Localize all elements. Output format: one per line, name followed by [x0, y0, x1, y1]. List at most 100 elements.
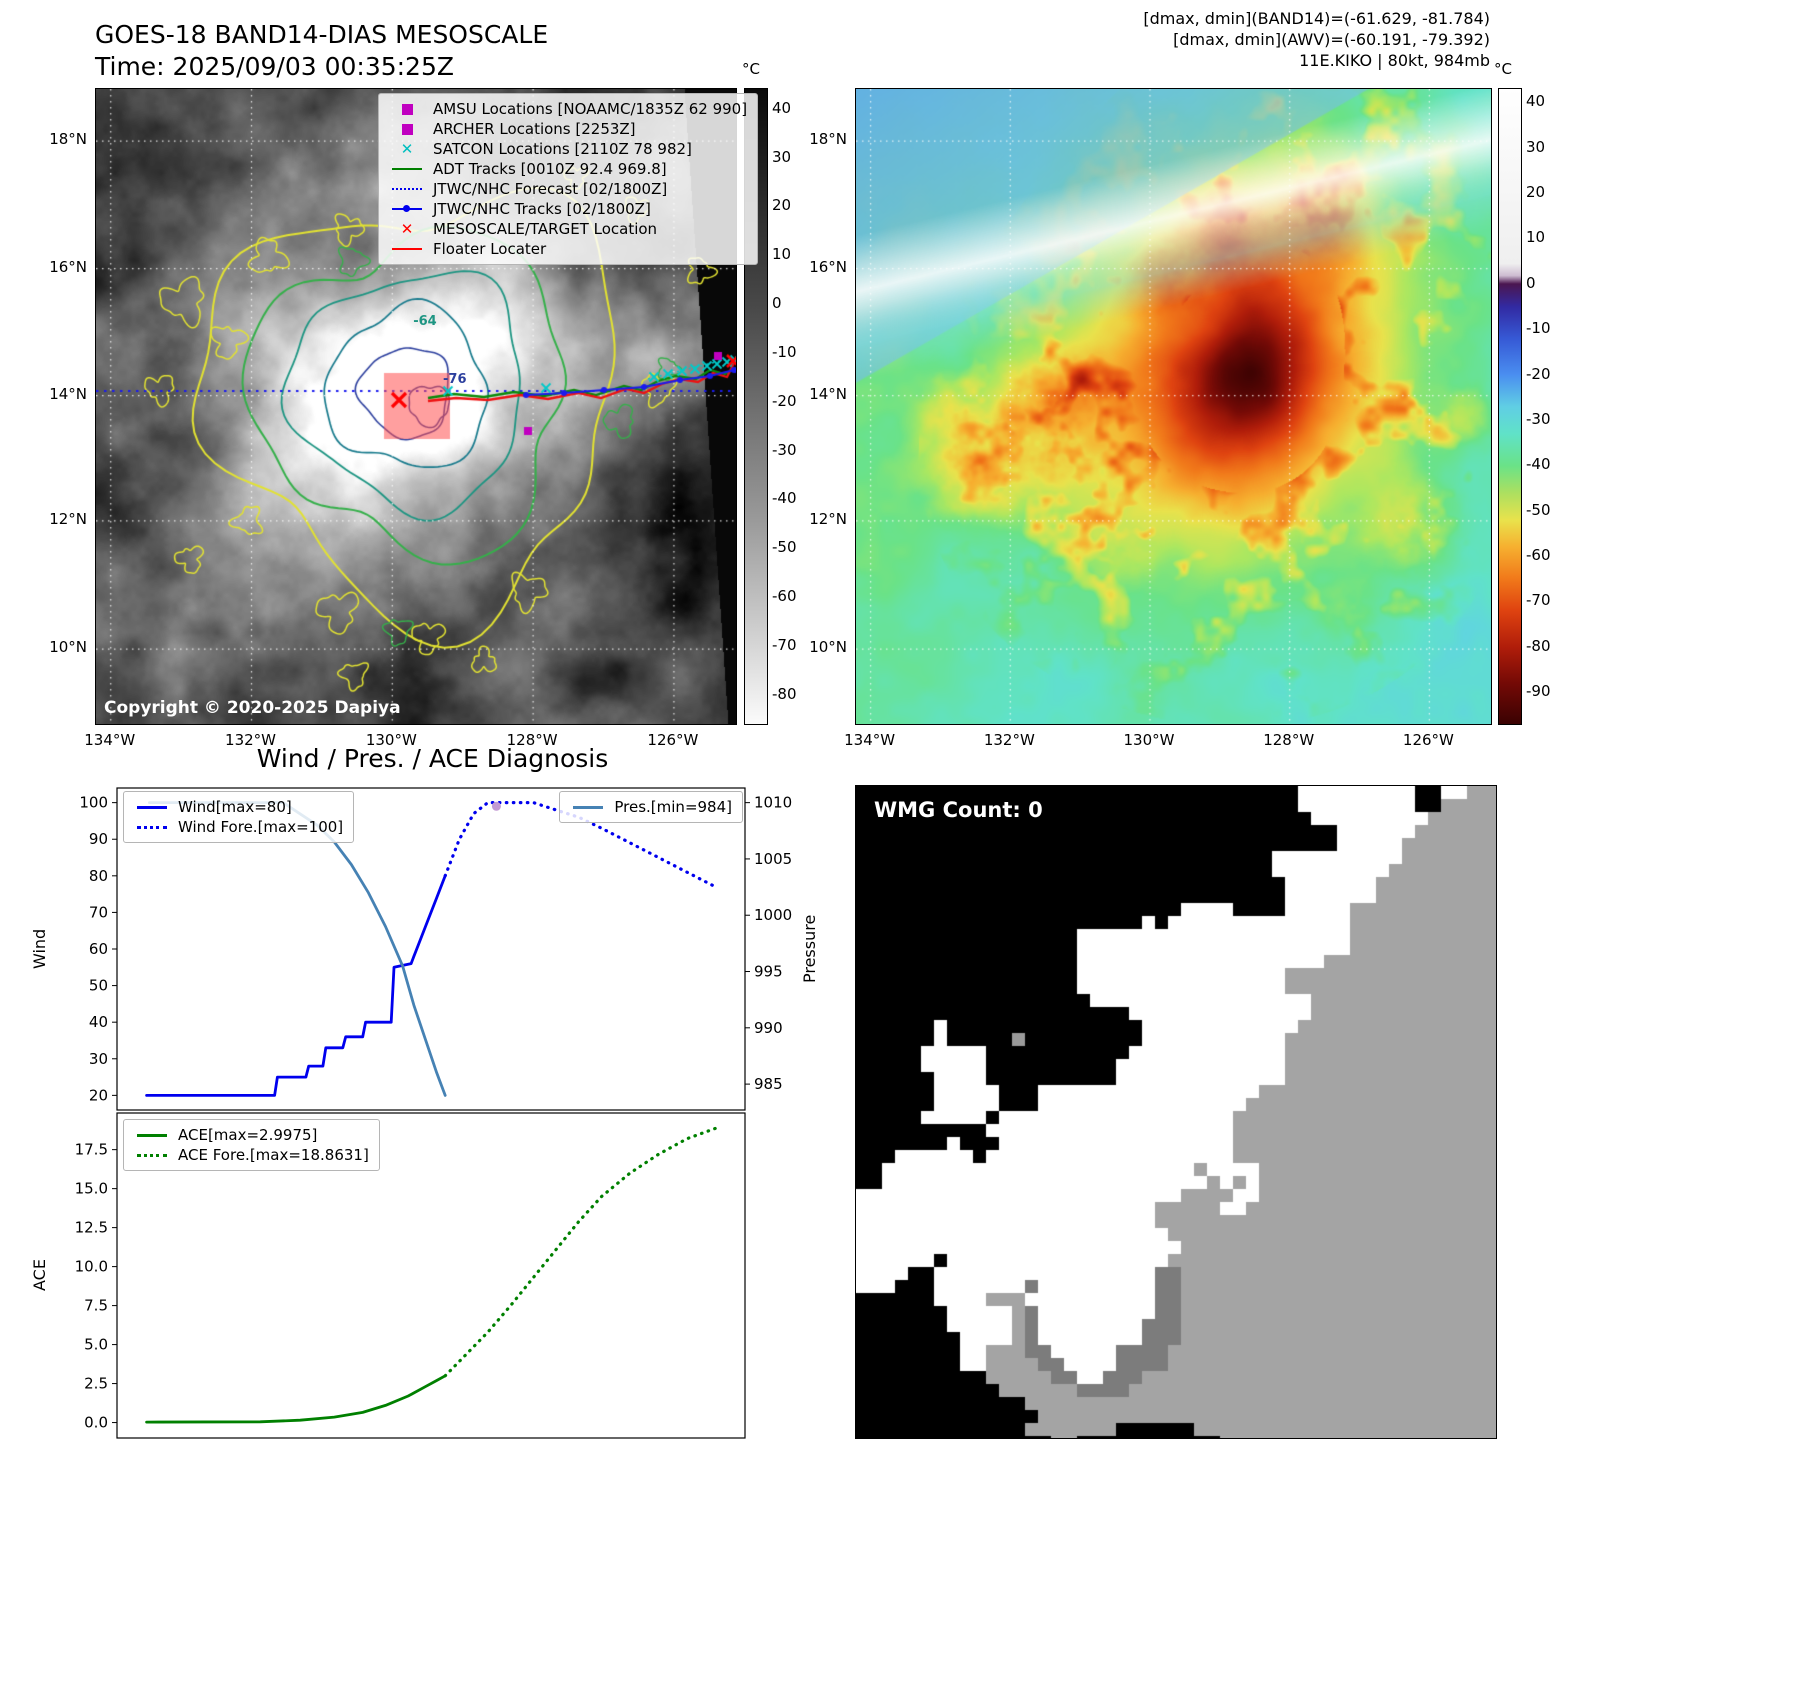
ir-legend-item: AMSU Locations [NOAAMC/1835Z 62 990]: [389, 99, 747, 119]
awv-lon-tick-label: 128°W: [1263, 731, 1315, 749]
awv-colorbar-tick-label: -10: [1526, 319, 1551, 338]
line-marker-icon: [570, 805, 606, 809]
y2-tick-label: 1005: [754, 850, 792, 868]
awv-lon-tick-label: 132°W: [983, 731, 1035, 749]
ace-fore-legend-item: ACE Fore.[max=18.8631]: [134, 1145, 369, 1165]
ir-colorbar-tick-label: -60: [772, 587, 797, 606]
y2-tick-label: 1010: [754, 794, 792, 812]
y2-tick-label: 995: [754, 963, 783, 981]
awv-colorbar-tick-label: -60: [1526, 546, 1551, 565]
line-marker-icon: [389, 188, 425, 190]
awv-lon-tick-label: 126°W: [1402, 731, 1454, 749]
line-marker-icon: [134, 1153, 170, 1157]
ir-lon-tick-label: 130°W: [365, 731, 417, 749]
ir-colorbar-tick-label: 10: [772, 245, 792, 264]
y-tick-label: 12.5: [75, 1219, 108, 1237]
y-tick-label: 40: [89, 1013, 108, 1031]
ir-colorbar-tick-label: -40: [772, 489, 797, 508]
y2-tick-label: 985: [754, 1075, 783, 1093]
awv-lat-tick-label: 16°N: [809, 257, 847, 276]
x-marker-icon: ✕: [400, 139, 414, 158]
y2-tick-label: 990: [754, 1019, 783, 1037]
ir-legend-item: ARCHER Locations [2253Z]: [389, 119, 747, 139]
wind-legend-item-label: Wind[max=80]: [178, 798, 292, 816]
line-marker-icon: [134, 825, 170, 829]
chart-border: [116, 1112, 746, 1439]
ir-lon-tick-label: 132°W: [225, 731, 276, 749]
awv-lon-tick-label: 134°W: [844, 731, 896, 749]
ir-lon-tick-label: 134°W: [84, 731, 136, 749]
wind-axis-label: Wind: [30, 928, 49, 970]
ir-legend-item: ADT Tracks [0010Z 92.4 969.8]: [389, 159, 747, 179]
ir-colorbar-unit: °C: [742, 60, 760, 78]
ir-colorbar-tick-label: 20: [772, 196, 792, 215]
y-tick-label: 15.0: [75, 1180, 108, 1198]
awv-satellite-panel: [855, 88, 1492, 725]
awv-colorbar-unit: °C: [1494, 60, 1512, 78]
ir-lat-tick-label: 14°N: [49, 384, 87, 403]
ir-colorbar-tick-label: -70: [772, 635, 797, 654]
wind-fore-legend-item: Wind Fore.[max=100]: [134, 817, 343, 837]
ir-colorbar-tick-label: -20: [772, 391, 797, 410]
awv-colorbar-tick-label: 30: [1526, 137, 1546, 156]
ir-contour-label: -64: [413, 314, 437, 330]
wmg-mask-canvas: [856, 786, 1496, 1438]
awv-colorbar-tick-label: -90: [1526, 682, 1551, 701]
y-tick-label: 70: [89, 903, 108, 921]
ir-legend-item-label: JTWC/NHC Tracks [02/1800Z]: [433, 200, 651, 218]
ace-chart-legend: ACE[max=2.9975] ACE Fore.[max=18.8631]: [123, 1119, 380, 1171]
forecast-peak-marker: [491, 801, 501, 811]
y-tick-label: 5.0: [84, 1336, 108, 1354]
awv-lat-tick-label: 10°N: [809, 638, 847, 657]
pres-legend-item: Pres.[min=984]: [570, 797, 732, 817]
y-tick-label: 100: [79, 794, 108, 812]
awv-colorbar-tick-label: -40: [1526, 455, 1551, 474]
pressure-chart-legend: Pres.[min=984]: [559, 791, 743, 823]
awv-colorbar-tick-label: -50: [1526, 500, 1551, 519]
ir-lat-tick-label: 12°N: [49, 509, 87, 528]
wmg-count-label: WMG Count: 0: [874, 798, 1043, 822]
series-line-1: [443, 1126, 717, 1378]
awv-header: [dmax, dmin](BAND14)=(-61.629, -81.784) …: [1000, 8, 1490, 71]
ace-fore-legend-item-label: ACE Fore.[max=18.8631]: [178, 1146, 369, 1164]
ir-legend-item: ✕ SATCON Locations [2110Z 78 982]: [389, 139, 747, 159]
awv-colorbar-tick-label: -30: [1526, 409, 1551, 428]
y-tick-label: 2.5: [84, 1375, 108, 1393]
wind-legend-item: Wind[max=80]: [134, 797, 343, 817]
series-line-0: [145, 874, 447, 1097]
ace-axis-label: ACE: [30, 1259, 49, 1291]
series-line-1: [443, 801, 717, 889]
ir-title: GOES-18 BAND14-DIAS MESOSCALE: [95, 20, 549, 49]
chart-border: [116, 787, 746, 1111]
awv-colorbar-tick-label: -20: [1526, 364, 1551, 383]
y-tick-label: 80: [89, 867, 108, 885]
ir-legend-item-label: ADT Tracks [0010Z 92.4 969.8]: [433, 160, 667, 178]
y-tick-label: 20: [89, 1086, 108, 1104]
ir-legend-item: ✕ MESOSCALE/TARGET Location: [389, 219, 747, 239]
square-marker-icon: [389, 103, 425, 115]
ir-legend-item: Floater Locater: [389, 239, 747, 259]
awv-colorbar-tick-label: -70: [1526, 591, 1551, 610]
awv-lat-tick-label: 18°N: [809, 130, 847, 149]
ir-legend-item: JTWC/NHC Tracks [02/1800Z]: [389, 199, 747, 219]
ir-legend-item-label: ARCHER Locations [2253Z]: [433, 120, 636, 138]
diagnosis-title: Wind / Pres. / ACE Diagnosis: [256, 744, 609, 773]
y-tick-label: 10.0: [75, 1258, 108, 1276]
y2-tick-label: 1000: [754, 906, 792, 924]
ir-legend-item-label: JTWC/NHC Forecast [02/1800Z]: [433, 180, 668, 198]
wmg-panel: WMG Count: 0: [855, 785, 1497, 1439]
ir-colorbar-tick-label: -10: [772, 342, 797, 361]
awv-header-storm: 11E.KIKO | 80kt, 984mb: [1299, 51, 1490, 70]
y-tick-label: 60: [89, 940, 108, 958]
ir-map-legend: AMSU Locations [NOAAMC/1835Z 62 990] ARCH…: [378, 93, 759, 265]
ace-legend-item-label: ACE[max=2.9975]: [178, 1126, 318, 1144]
ir-colorbar-tick-label: -50: [772, 538, 797, 557]
y-tick-label: 30: [89, 1050, 108, 1068]
ir-lat-tick-label: 16°N: [49, 257, 87, 276]
y-tick-label: 0.0: [84, 1414, 108, 1432]
ir-legend-item-label: AMSU Locations [NOAAMC/1835Z 62 990]: [433, 100, 748, 118]
ir-colorbar-tick-label: -80: [772, 684, 797, 703]
ir-colorbar-tick-label: -30: [772, 440, 797, 459]
awv-satellite-canvas: [856, 89, 1491, 724]
